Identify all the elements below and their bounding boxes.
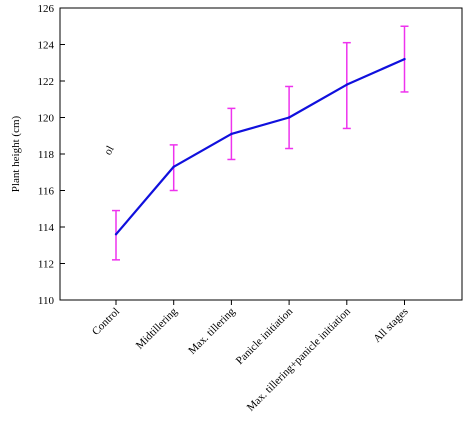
data-point <box>172 165 175 168</box>
stray-label: ol <box>102 144 117 157</box>
y-tick-label: 114 <box>38 222 55 234</box>
y-tick-label: 118 <box>38 149 55 161</box>
y-tick-label: 110 <box>38 295 55 307</box>
data-point <box>403 57 406 61</box>
data-point <box>287 116 291 119</box>
axes <box>59 7 463 301</box>
y-tick-label: 126 <box>38 3 55 15</box>
y-tick-label: 122 <box>38 76 55 88</box>
data-point <box>114 233 118 236</box>
x-axis-ticks: Control Midtillering Max. tilleringPanicle… <box>90 300 411 414</box>
x-tick-label: Midtillering <box>134 305 180 351</box>
data-point <box>345 83 348 86</box>
x-tick-label: Max. tillering <box>186 305 238 357</box>
series <box>114 57 406 236</box>
plot-area-frame <box>59 7 463 301</box>
y-axis-ticks: 110 112 114 116 118 120 122 124 126 <box>38 3 65 307</box>
y-tick-label: 116 <box>38 186 55 198</box>
x-tick-label: Max. tillering+panicle initiation <box>245 305 353 413</box>
error-bars <box>112 25 409 261</box>
x-tick-label: Panicle initiation <box>234 305 296 367</box>
y-tick-label: 120 <box>38 113 55 125</box>
y-tick-label: 112 <box>38 259 54 271</box>
x-tick-label: All stages <box>371 306 410 345</box>
y-tick-label: 124 <box>38 40 55 52</box>
y-axis-title: Plant height (cm) <box>10 115 22 192</box>
series-line <box>115 58 405 236</box>
data-point <box>230 132 233 136</box>
x-tick-label: Control <box>90 306 122 338</box>
